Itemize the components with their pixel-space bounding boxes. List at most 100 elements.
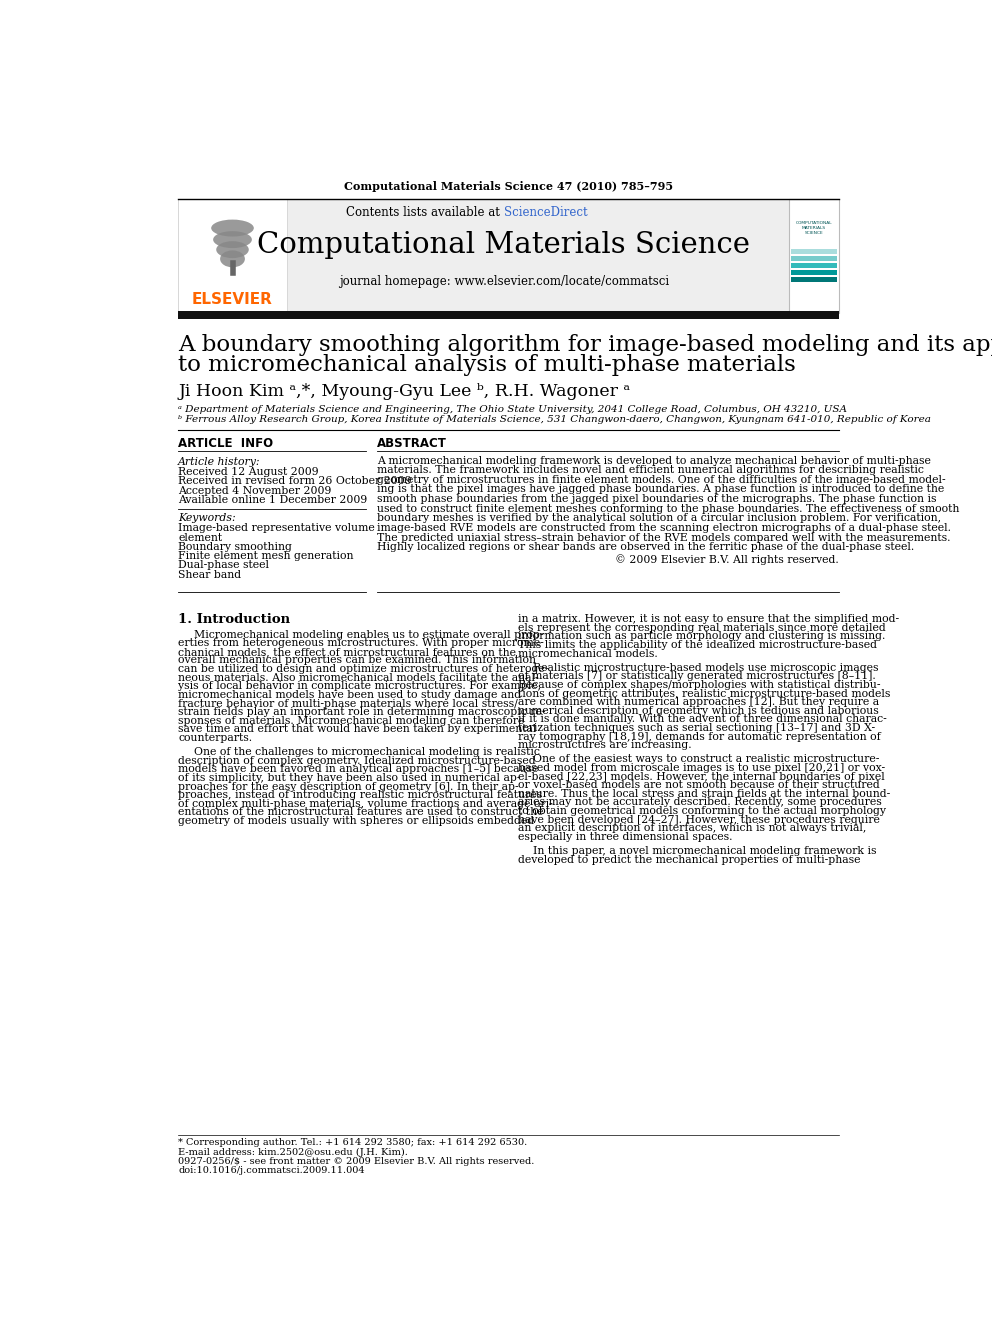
Text: journal homepage: www.elsevier.com/locate/commatsci: journal homepage: www.elsevier.com/locat… <box>338 275 669 288</box>
Text: COMPUTATIONAL
MATERIALS
SCIENCE: COMPUTATIONAL MATERIALS SCIENCE <box>796 221 832 234</box>
Text: Dual-phase steel: Dual-phase steel <box>179 561 269 570</box>
Text: of its simplicity, but they have been also used in numerical ap-: of its simplicity, but they have been al… <box>179 773 521 783</box>
Text: Available online 1 December 2009: Available online 1 December 2009 <box>179 495 367 505</box>
Text: tions of geometric attributes, realistic microstructure-based models: tions of geometric attributes, realistic… <box>518 688 890 699</box>
Text: els represent the corresponding real materials since more detailed: els represent the corresponding real mat… <box>518 623 886 632</box>
Text: Shear band: Shear band <box>179 570 241 579</box>
Bar <box>179 311 838 319</box>
Text: counterparts.: counterparts. <box>179 733 252 744</box>
Text: strain fields play an important role in determining macroscopic re-: strain fields play an important role in … <box>179 708 546 717</box>
Text: information such as particle morphology and clustering is missing.: information such as particle morphology … <box>518 631 885 642</box>
Text: chanical models, the effect of microstructural features on the: chanical models, the effect of microstru… <box>179 647 516 656</box>
Text: geometry of microstructures in finite element models. One of the difficulties of: geometry of microstructures in finite el… <box>377 475 946 484</box>
Bar <box>179 198 838 312</box>
Text: have been developed [24–27]. However, these procedures require: have been developed [24–27]. However, th… <box>518 815 880 824</box>
Text: Contents lists available at: Contents lists available at <box>346 206 504 220</box>
Text: can be utilized to design and optimize microstructures of heteroge-: can be utilized to design and optimize m… <box>179 664 549 675</box>
Ellipse shape <box>216 241 249 258</box>
Text: in a matrix. However, it is not easy to ensure that the simplified mod-: in a matrix. However, it is not easy to … <box>518 614 899 624</box>
Text: Accepted 4 November 2009: Accepted 4 November 2009 <box>179 486 331 496</box>
Text: doi:10.1016/j.commatsci.2009.11.004: doi:10.1016/j.commatsci.2009.11.004 <box>179 1166 365 1175</box>
Text: One of the challenges to micromechanical modeling is realistic: One of the challenges to micromechanical… <box>193 747 540 757</box>
Text: E-mail address: kim.2502@osu.edu (J.H. Kim).: E-mail address: kim.2502@osu.edu (J.H. K… <box>179 1147 408 1156</box>
Text: element: element <box>179 533 222 542</box>
Text: geometry of models usually with spheres or ellipsoids embedded: geometry of models usually with spheres … <box>179 816 535 826</box>
Bar <box>789 198 838 312</box>
Text: save time and effort that would have been taken by experimental: save time and effort that would have bee… <box>179 725 537 734</box>
Text: Because of complex shapes/morphologies with statistical distribu-: Because of complex shapes/morphologies w… <box>518 680 880 691</box>
Text: to micromechanical analysis of multi-phase materials: to micromechanical analysis of multi-pha… <box>179 355 796 376</box>
Text: smooth phase boundaries from the jagged pixel boundaries of the micrographs. The: smooth phase boundaries from the jagged … <box>377 493 936 504</box>
Bar <box>791 263 837 269</box>
Text: Received 12 August 2009: Received 12 August 2009 <box>179 467 318 478</box>
Bar <box>791 277 837 282</box>
Text: based model from microscale images is to use pixel [20,21] or vox-: based model from microscale images is to… <box>518 763 885 773</box>
Text: Article history:: Article history: <box>179 458 261 467</box>
Text: developed to predict the mechanical properties of multi-phase: developed to predict the mechanical prop… <box>518 855 860 865</box>
Text: Highly localized regions or shear bands are observed in the ferritic phase of th: Highly localized regions or shear bands … <box>377 542 915 552</box>
Text: erties from heterogeneous microstructures. With proper microme-: erties from heterogeneous microstructure… <box>179 638 544 648</box>
Text: The predicted uniaxial stress–strain behavior of the RVE models compared well wi: The predicted uniaxial stress–strain beh… <box>377 533 951 542</box>
Text: Computational Materials Science 47 (2010) 785–795: Computational Materials Science 47 (2010… <box>344 181 673 192</box>
Text: neous materials. Also micromechanical models facilitate the anal-: neous materials. Also micromechanical mo… <box>179 672 539 683</box>
Text: One of the easiest ways to construct a realistic microstructure-: One of the easiest ways to construct a r… <box>534 754 880 765</box>
Text: Keywords:: Keywords: <box>179 513 236 524</box>
Text: This limits the applicability of the idealized microstructure-based: This limits the applicability of the ide… <box>518 640 877 650</box>
Text: ABSTRACT: ABSTRACT <box>377 437 447 450</box>
Text: overall mechanical properties can be examined. This information: overall mechanical properties can be exa… <box>179 655 537 665</box>
Text: el-based [22,23] models. However, the internal boundaries of pixel: el-based [22,23] models. However, the in… <box>518 771 885 782</box>
Text: fracture behavior of multi-phase materials where local stress/: fracture behavior of multi-phase materia… <box>179 699 518 709</box>
Text: proaches for the easy description of geometry [6]. In their ap-: proaches for the easy description of geo… <box>179 782 519 791</box>
Bar <box>179 198 287 312</box>
Text: Ji Hoon Kim ᵃ,*, Myoung-Gyu Lee ᵇ, R.H. Wagoner ᵃ: Ji Hoon Kim ᵃ,*, Myoung-Gyu Lee ᵇ, R.H. … <box>179 382 630 400</box>
Bar <box>791 255 837 261</box>
Text: ARTICLE  INFO: ARTICLE INFO <box>179 437 274 450</box>
Ellipse shape <box>213 232 252 249</box>
Ellipse shape <box>211 220 254 237</box>
Text: proaches, instead of introducing realistic microstructural features: proaches, instead of introducing realist… <box>179 790 543 800</box>
Bar <box>791 270 837 275</box>
Text: materials. The framework includes novel and efficient numerical algorithms for d: materials. The framework includes novel … <box>377 466 925 475</box>
Text: A boundary smoothing algorithm for image-based modeling and its application: A boundary smoothing algorithm for image… <box>179 335 992 356</box>
Text: A micromechanical modeling framework is developed to analyze mechanical behavior: A micromechanical modeling framework is … <box>377 455 931 466</box>
Text: description of complex geometry. Idealized microstructure-based: description of complex geometry. Idealiz… <box>179 755 536 766</box>
Text: ing is that the pixel images have jagged phase boundaries. A phase function is i: ing is that the pixel images have jagged… <box>377 484 944 495</box>
Text: aries may not be accurately described. Recently, some procedures: aries may not be accurately described. R… <box>518 798 882 807</box>
Text: In this paper, a novel micromechanical modeling framework is: In this paper, a novel micromechanical m… <box>534 845 877 856</box>
Text: terization techniques such as serial sectioning [13–17] and 3D X-: terization techniques such as serial sec… <box>518 724 875 733</box>
Text: ELSEVIER: ELSEVIER <box>192 292 273 307</box>
Text: Finite element mesh generation: Finite element mesh generation <box>179 552 354 561</box>
Text: numerical description of geometry which is tedious and laborious: numerical description of geometry which … <box>518 706 879 716</box>
Text: boundary meshes is verified by the analytical solution of a circular inclusion p: boundary meshes is verified by the analy… <box>377 513 941 524</box>
Text: an explicit description of interfaces, which is not always trivial,: an explicit description of interfaces, w… <box>518 823 866 833</box>
Text: ᵃ Department of Materials Science and Engineering, The Ohio State University, 20: ᵃ Department of Materials Science and En… <box>179 405 847 414</box>
Ellipse shape <box>220 250 245 267</box>
Text: if it is done manually. With the advent of three dimensional charac-: if it is done manually. With the advent … <box>518 714 887 725</box>
Text: Boundary smoothing: Boundary smoothing <box>179 542 292 552</box>
Text: 1. Introduction: 1. Introduction <box>179 613 291 626</box>
Text: ray tomography [18,19], demands for automatic representation of: ray tomography [18,19], demands for auto… <box>518 732 881 742</box>
Text: models have been favored in analytical approaches [1–5] because: models have been favored in analytical a… <box>179 765 539 774</box>
Text: Realistic microstructure-based models use microscopic images: Realistic microstructure-based models us… <box>534 663 879 672</box>
Text: micromechanical models have been used to study damage and: micromechanical models have been used to… <box>179 691 522 700</box>
Text: or voxel-based models are not smooth because of their structured: or voxel-based models are not smooth bec… <box>518 781 880 790</box>
Text: ᵇ Ferrous Alloy Research Group, Korea Institute of Materials Science, 531 Changw: ᵇ Ferrous Alloy Research Group, Korea In… <box>179 415 931 425</box>
Text: image-based RVE models are constructed from the scanning electron micrographs of: image-based RVE models are constructed f… <box>377 523 951 533</box>
Text: © 2009 Elsevier B.V. All rights reserved.: © 2009 Elsevier B.V. All rights reserved… <box>615 554 838 565</box>
Text: Computational Materials Science: Computational Materials Science <box>257 232 750 259</box>
Text: of materials [7] or statistically generated microstructures [8–11].: of materials [7] or statistically genera… <box>518 671 876 681</box>
Text: are combined with numerical approaches [12]. But they require a: are combined with numerical approaches [… <box>518 697 879 708</box>
Text: Received in revised form 26 October 2009: Received in revised form 26 October 2009 <box>179 476 412 487</box>
Text: sponses of materials. Micromechanical modeling can therefore: sponses of materials. Micromechanical mo… <box>179 716 525 726</box>
Text: microstructures are increasing.: microstructures are increasing. <box>518 741 691 750</box>
Text: micromechanical models.: micromechanical models. <box>518 648 658 659</box>
Text: 0927-0256/$ - see front matter © 2009 Elsevier B.V. All rights reserved.: 0927-0256/$ - see front matter © 2009 El… <box>179 1156 535 1166</box>
Text: ScienceDirect: ScienceDirect <box>504 206 587 220</box>
Text: ysis of local behavior in complicate microstructures. For example,: ysis of local behavior in complicate mic… <box>179 681 542 692</box>
Text: Micromechanical modeling enables us to estimate overall prop-: Micromechanical modeling enables us to e… <box>193 630 544 639</box>
Text: * Corresponding author. Tel.: +1 614 292 3580; fax: +1 614 292 6530.: * Corresponding author. Tel.: +1 614 292… <box>179 1138 528 1147</box>
Text: Image-based representative volume: Image-based representative volume <box>179 524 375 533</box>
Text: especially in three dimensional spaces.: especially in three dimensional spaces. <box>518 832 732 841</box>
Text: nature. Thus the local stress and strain fields at the internal bound-: nature. Thus the local stress and strain… <box>518 789 890 799</box>
Bar <box>791 249 837 254</box>
